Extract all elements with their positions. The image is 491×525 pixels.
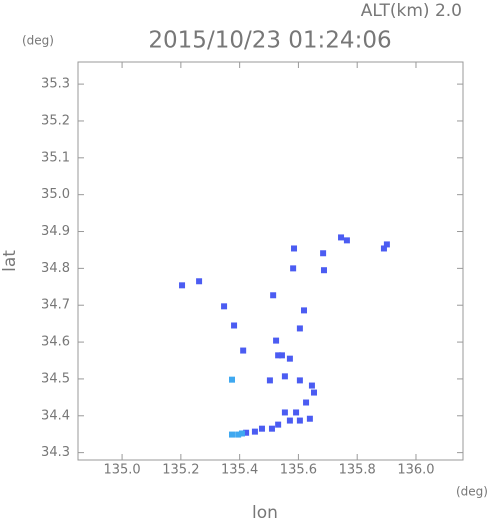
chart-title: 2015/10/23 01:24:06: [148, 28, 391, 54]
y-tick-label: 35.3: [41, 77, 70, 92]
echo-point: [273, 337, 280, 344]
x-tick-label: 135.8: [339, 463, 376, 478]
echo-point: [278, 352, 285, 359]
y-tick-label: 34.7: [41, 298, 70, 313]
y-tick-label: 34.3: [41, 445, 70, 460]
y-tick-label: 34.5: [41, 371, 70, 386]
y-tick-label: 34.4: [41, 408, 70, 423]
chart-subtitle: ALT(km) 2.0: [361, 1, 462, 21]
y-unit: (deg): [22, 34, 54, 48]
echo-point: [268, 425, 275, 432]
y-tick-label: 34.9: [41, 224, 70, 239]
x-tick-label: 135.6: [280, 463, 317, 478]
echo-point: [310, 389, 317, 396]
y-tick-label: 35.1: [41, 150, 70, 165]
echo-point: [281, 373, 288, 380]
y-axis-label: lat: [0, 250, 20, 272]
echo-point: [270, 292, 277, 299]
echo-point: [303, 399, 310, 406]
plot-frame: [77, 61, 464, 461]
echo-point: [243, 429, 250, 436]
echo-point: [240, 347, 247, 354]
echo-point: [290, 265, 297, 272]
echo-point: [196, 278, 203, 285]
echo-point: [320, 267, 327, 274]
x-tick-label: 136.0: [397, 463, 434, 478]
echo-point: [296, 377, 303, 384]
echo-point: [380, 245, 387, 252]
echo-point: [275, 421, 282, 428]
echo-point: [343, 237, 350, 244]
echo-point: [281, 409, 288, 416]
x-tick-label: 135.0: [103, 463, 140, 478]
x-tick-label: 135.2: [162, 463, 199, 478]
x-tick-label: 135.4: [221, 463, 258, 478]
echo-point: [308, 382, 315, 389]
y-tick-label: 34.6: [41, 335, 70, 350]
echo-point: [301, 307, 308, 314]
echo-point: [251, 428, 258, 435]
echo-point: [229, 431, 235, 438]
echo-point: [231, 322, 238, 329]
y-tick-label: 34.8: [41, 261, 70, 276]
echo-point: [383, 241, 390, 248]
echo-point: [296, 417, 303, 424]
echo-point: [306, 415, 313, 422]
y-tick-label: 35.0: [41, 187, 70, 202]
echo-point: [238, 430, 245, 437]
echo-point: [229, 376, 235, 383]
echo-point: [320, 250, 327, 257]
echo-point: [275, 352, 282, 359]
echo-point: [258, 425, 265, 432]
echo-point: [338, 234, 345, 241]
echo-point: [266, 377, 273, 384]
echo-point: [286, 417, 293, 424]
y-tick-label: 35.2: [41, 113, 70, 128]
echo-point: [235, 431, 242, 438]
echo-point: [293, 409, 300, 416]
x-axis-label: lon: [252, 503, 278, 521]
echo-point: [296, 325, 303, 332]
echo-point: [291, 245, 298, 252]
echo-point: [286, 355, 293, 362]
echo-point: [221, 303, 228, 310]
x-unit: (deg): [456, 485, 488, 499]
echo-point: [179, 282, 186, 289]
